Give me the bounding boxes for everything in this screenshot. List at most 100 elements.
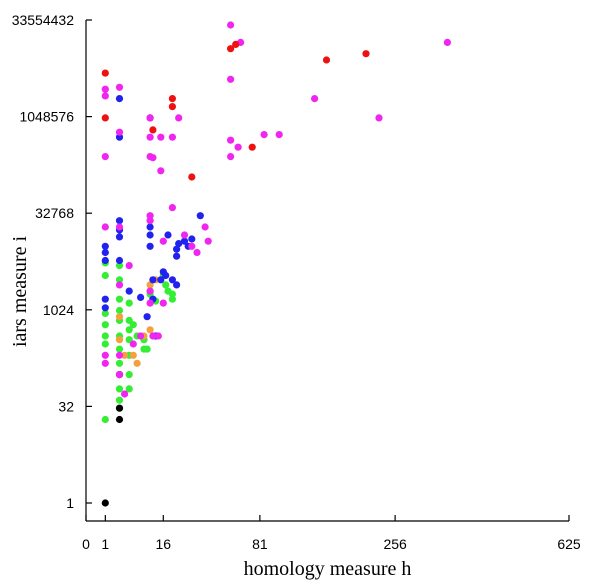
data-point-green bbox=[115, 345, 124, 353]
data-point-blue bbox=[146, 242, 154, 250]
data-point-blue bbox=[175, 240, 183, 248]
data-point-blue bbox=[149, 276, 157, 284]
data-point-magenta bbox=[180, 231, 189, 239]
data-point-magenta bbox=[101, 359, 109, 367]
data-point-black bbox=[115, 404, 124, 412]
data-point-magenta bbox=[149, 154, 157, 162]
data-point-magenta bbox=[227, 21, 235, 29]
data-point-magenta bbox=[149, 332, 157, 340]
data-point-magenta bbox=[115, 351, 124, 359]
data-point-magenta bbox=[115, 371, 124, 379]
data-point-magenta bbox=[121, 390, 129, 398]
data-point-green bbox=[115, 359, 124, 367]
data-point-orange bbox=[129, 351, 137, 359]
data-point-green bbox=[125, 326, 133, 334]
data-point-blue bbox=[164, 231, 172, 239]
data-point-blue bbox=[115, 233, 124, 241]
data-point-green bbox=[101, 271, 109, 280]
data-point-green bbox=[162, 281, 170, 289]
data-point-red bbox=[227, 45, 235, 53]
data-point-green bbox=[115, 396, 124, 404]
data-point-magenta bbox=[311, 95, 319, 103]
data-point-magenta bbox=[115, 281, 124, 289]
data-point-blue bbox=[196, 212, 204, 220]
x-tick-label: 625 bbox=[557, 536, 581, 552]
data-point-magenta bbox=[159, 237, 167, 245]
data-point-blue bbox=[115, 95, 124, 103]
data-point-magenta bbox=[101, 153, 109, 161]
data-point-orange bbox=[121, 351, 129, 359]
data-point-red bbox=[101, 114, 109, 122]
data-point-magenta bbox=[204, 237, 212, 245]
data-point-magenta bbox=[227, 136, 235, 144]
data-point-blue bbox=[173, 252, 181, 260]
data-point-magenta bbox=[115, 223, 124, 231]
data-point-magenta bbox=[146, 212, 154, 220]
data-point-magenta bbox=[275, 131, 283, 139]
data-point-blue bbox=[173, 245, 181, 253]
y-axis-title: iars measure i bbox=[9, 236, 31, 348]
data-points bbox=[101, 21, 451, 507]
data-point-magenta bbox=[101, 92, 109, 100]
data-point-magenta bbox=[146, 114, 154, 122]
data-point-magenta bbox=[115, 83, 124, 91]
data-point-red bbox=[188, 173, 196, 181]
data-point-green bbox=[101, 332, 109, 340]
data-point-magenta bbox=[146, 133, 154, 141]
data-point-blue bbox=[168, 276, 176, 284]
data-point-green bbox=[101, 321, 109, 329]
data-point-green bbox=[168, 290, 176, 298]
data-point-green bbox=[101, 340, 109, 348]
data-point-blue bbox=[137, 293, 145, 301]
data-point-red bbox=[322, 56, 331, 64]
y-tick-label: 32768 bbox=[35, 205, 74, 221]
data-point-magenta bbox=[175, 114, 183, 122]
data-point-blue bbox=[125, 287, 133, 295]
data-point-green bbox=[115, 276, 124, 284]
data-point-magenta bbox=[101, 85, 109, 93]
data-point-magenta bbox=[168, 204, 176, 212]
data-point-magenta bbox=[443, 38, 451, 47]
data-point-blue bbox=[101, 295, 109, 303]
data-point-blue bbox=[146, 231, 154, 239]
data-point-green bbox=[115, 385, 124, 393]
x-ticks: 0 1 16 81 256 625 bbox=[82, 515, 581, 552]
data-point-green bbox=[115, 306, 124, 315]
data-point-blue bbox=[115, 133, 124, 141]
data-point-magenta bbox=[234, 143, 242, 151]
y-tick-label: 1048576 bbox=[19, 109, 74, 125]
data-point-orange bbox=[133, 359, 141, 367]
x-tick-label: 16 bbox=[155, 536, 171, 552]
data-point-magenta bbox=[137, 332, 145, 340]
data-point-magenta bbox=[115, 128, 124, 136]
data-point-magenta bbox=[146, 287, 154, 295]
data-point-magenta bbox=[157, 133, 165, 141]
data-point-red bbox=[149, 126, 157, 134]
data-point-black bbox=[101, 499, 109, 507]
data-point-green bbox=[143, 345, 151, 353]
x-axis-title: homology measure h bbox=[244, 558, 412, 580]
y-tick-label: 1 bbox=[66, 495, 74, 511]
data-point-magenta bbox=[375, 114, 383, 122]
data-point-magenta bbox=[157, 167, 165, 175]
data-point-magenta bbox=[154, 332, 162, 340]
data-point-magenta bbox=[227, 153, 235, 161]
x-tick-label: 256 bbox=[383, 536, 407, 552]
data-point-orange bbox=[115, 313, 124, 321]
y-tick-label: 33554432 bbox=[12, 12, 75, 28]
data-point-blue bbox=[180, 237, 189, 245]
y-ticks: 1 32 1024 32768 1048576 33554432 bbox=[12, 12, 92, 511]
data-point-blue bbox=[188, 235, 196, 243]
data-point-magenta bbox=[146, 299, 154, 307]
data-point-magenta bbox=[129, 340, 137, 348]
data-point-magenta bbox=[101, 223, 109, 231]
data-point-black bbox=[115, 415, 124, 424]
x-tick-label: 81 bbox=[252, 536, 268, 552]
data-point-magenta bbox=[146, 217, 154, 225]
data-point-magenta bbox=[260, 131, 268, 139]
data-point-magenta bbox=[201, 223, 209, 231]
data-point-green bbox=[125, 385, 133, 393]
axes bbox=[85, 20, 569, 522]
data-point-magenta bbox=[101, 351, 109, 359]
